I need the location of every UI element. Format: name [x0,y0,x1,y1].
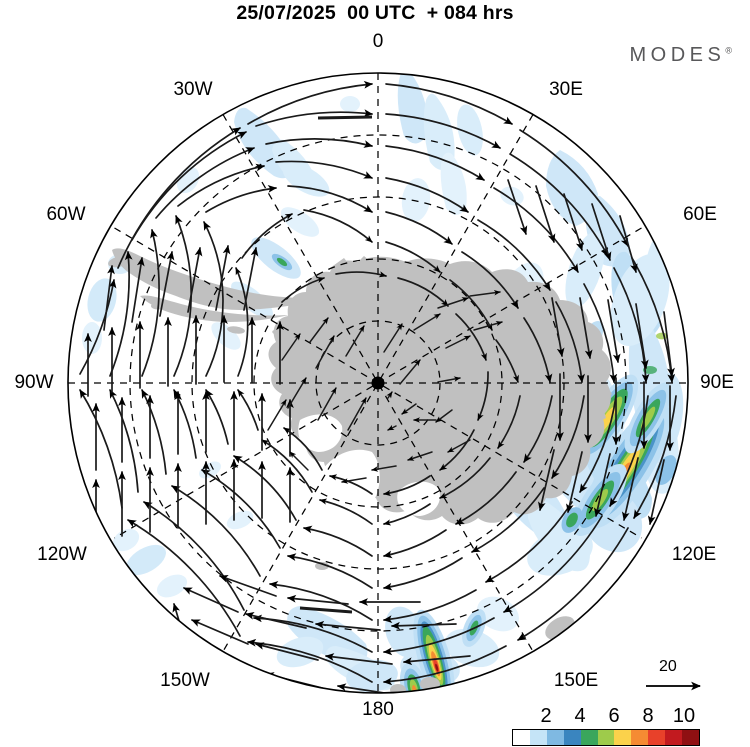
wind-arrows-radial [76,245,294,659]
wind-arrows-interior [267,290,503,484]
lon-label-30W: 30W [173,79,213,100]
colorbar-tick-2: 2 [540,705,552,727]
colorbar [512,729,700,746]
lon-label-120E: 120E [671,544,717,565]
map-outer-boundary [67,72,689,694]
lon-label-150W: 150W [160,670,210,691]
map-content [68,73,688,693]
colorbar-tick-4: 4 [574,705,586,727]
south-pole-marker [371,376,385,390]
colorbar-swatch-0 [513,730,530,745]
registered-mark: ® [725,45,732,56]
colorbar-swatch-3 [563,730,581,745]
modes-logo: MODES® [630,44,732,67]
colorbar-swatch-8 [648,730,666,745]
colorbar-tick-10: 10 [672,705,696,727]
lon-label-60E: 60E [683,204,717,225]
colorbar-tick-8: 8 [642,705,654,727]
lon-label-120W: 120W [37,544,87,565]
vector-scale-label: 20 [659,658,677,675]
lon-label-180: 180 [362,699,394,720]
brand-text: MODES [629,44,726,66]
colorbar-swatch-5 [597,730,615,745]
colorbar-swatch-9 [665,730,683,745]
wind-arrows-emphasis [299,115,373,614]
lon-label-0: 0 [372,31,384,52]
colorbar-swatch-2 [546,730,564,745]
colorbar-swatch-7 [631,730,649,745]
lon-label-150E: 150E [553,670,599,691]
colorbar-tick-6: 6 [608,705,620,727]
lon-label-60W: 60W [46,204,86,225]
colorbar-swatch-6 [614,730,632,745]
lon-label-90W: 90W [14,372,54,393]
lon-label-90E: 90E [700,372,734,393]
colorbar-swatch-4 [580,730,598,745]
page-title: 25/07/2025 00 UTC + 084 hrs [236,2,514,24]
wind-vector-field [79,80,677,686]
lon-label-30E: 30E [549,79,583,100]
colorbar-swatch-1 [529,730,547,745]
wind-arrows-east-sector [507,179,675,525]
colorbar-swatch-10 [682,730,699,745]
